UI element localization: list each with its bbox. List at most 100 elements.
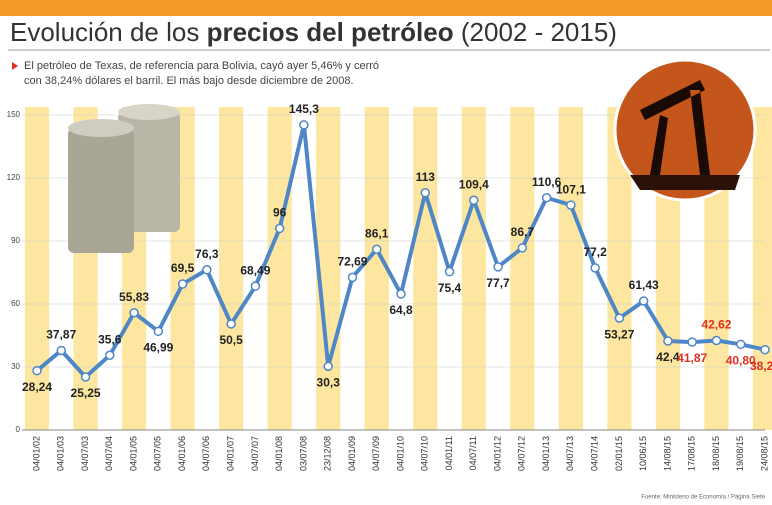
x-tick-label: 04/07/04 [104,436,114,471]
point [420,187,431,198]
value-label: 72,69 [337,255,367,269]
value-label: 41,87 [677,351,707,365]
value-label: 64,8 [389,303,413,317]
x-tick-label: 04/07/10 [420,436,430,471]
oil-pump-photo [613,58,757,202]
barrels [68,104,180,253]
value-label: 113 [416,170,436,184]
x-tick-label: 23/12/08 [323,436,333,471]
barrel [68,119,134,137]
value-label: 96 [273,206,287,220]
y-tick-label: 150 [7,110,21,119]
column-stripe [413,107,438,430]
point [323,361,333,372]
y-tick-label: 30 [11,362,20,371]
x-tick-label: 04/07/05 [153,436,163,471]
chart-title: Evolución de los precios del petróleo (2… [10,17,617,47]
column-stripe [752,107,772,430]
barrel [118,104,180,120]
y-tick-label: 90 [11,236,20,245]
column-stripe [364,107,389,430]
x-tick-label: 04/07/11 [468,436,478,470]
pump [640,80,710,175]
value-label: 68,49 [240,263,270,277]
x-tick-label: 04/07/03 [80,436,90,471]
point [566,200,576,210]
value-label: 46,99 [143,340,173,354]
title-part: (2002 - 2015) [454,17,617,47]
value-label: 53,27 [604,327,634,341]
point [177,279,188,289]
x-tick-label: 04/01/12 [492,436,502,471]
x-tick-label: 04/01/11 [444,436,454,470]
point [347,272,358,283]
x-tick-label: 04/07/06 [201,436,211,471]
point [590,263,600,273]
y-tick-label: 120 [7,173,21,182]
x-tick-label: 10/06/15 [638,436,648,471]
value-label: 55,83 [119,290,149,304]
y-tick-label: 60 [11,299,20,308]
title-part: precios del petróleo [207,17,454,47]
point [444,266,455,277]
point [226,319,236,329]
point [56,345,67,356]
x-tick-label: 04/07/14 [590,436,600,471]
column-stripe [558,107,583,430]
point [105,350,115,360]
photo-circle [613,58,757,202]
barrel [68,128,134,253]
column-stripe [510,107,535,430]
point [541,192,552,203]
x-tick-label: 04/07/12 [517,436,527,471]
x-tick-label: 04/01/03 [56,436,66,471]
x-tick-label: 04/01/05 [128,436,138,471]
point [760,344,770,355]
top-band [0,0,772,16]
point [711,335,722,346]
value-label: 109,4 [459,177,489,191]
point [469,195,479,206]
x-tick-label: 19/08/15 [735,436,745,471]
value-label: 107,1 [556,182,586,196]
value-label: 42,4 [656,350,680,364]
value-label: 77,7 [486,276,510,290]
x-tick-label: 04/07/07 [250,436,260,471]
x-tick-label: 18/08/15 [711,436,721,471]
point [299,120,309,130]
point [371,244,382,254]
y-tick-label: 0 [16,425,21,434]
value-label: 35,6 [98,332,122,346]
x-tick-label: 04/01/08 [274,436,284,471]
title-part: Evolución de los [10,17,207,47]
value-label: 75,4 [438,281,462,295]
point [735,339,746,350]
subtitle: con 38,24% dólares el barril. El más baj… [24,75,354,87]
column-stripe [219,107,244,430]
point [80,372,91,382]
value-label: 69,5 [171,261,195,275]
value-label: 110,6 [532,175,562,189]
point [396,289,406,299]
x-tick-label: 04/01/09 [347,436,357,471]
x-tick-label: 14/08/15 [662,436,672,471]
x-tick-label: 02/01/15 [614,436,624,471]
point [250,281,261,291]
value-label: 86,1 [365,226,389,240]
ground [630,175,740,190]
bullet [12,62,18,70]
source: Fuente: Ministerio de Economía / Página … [641,495,765,501]
point [202,265,212,275]
column-stripe [24,107,50,430]
x-tick-label: 04/01/10 [395,436,405,471]
point [638,296,649,306]
point [517,243,528,253]
value-label: 30,3 [317,376,341,390]
x-tick-label: 04/01/07 [226,436,236,471]
point [274,223,285,234]
x-tick-label: 24/08/15 [759,436,769,471]
value-label: 61,43 [629,278,659,292]
value-label: 86,7 [511,225,535,239]
column-stripe [267,107,292,430]
